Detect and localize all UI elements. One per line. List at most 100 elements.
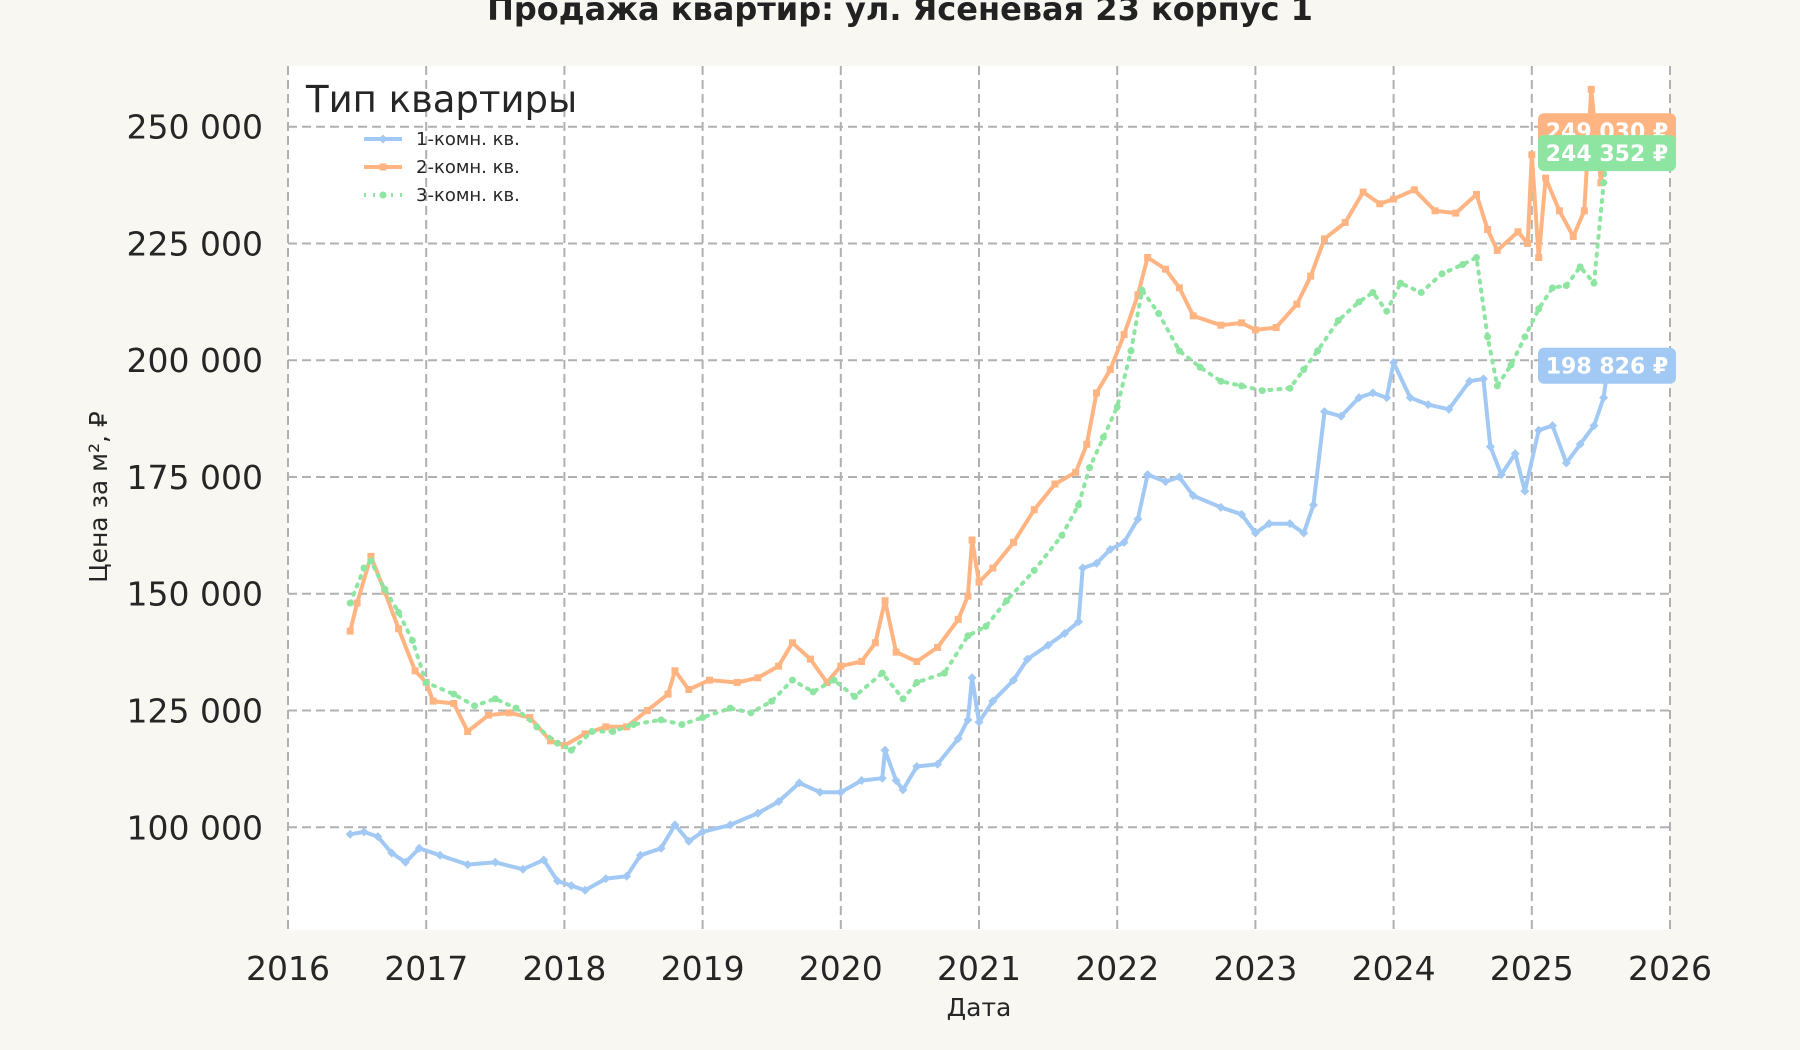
data-point xyxy=(360,564,368,572)
x-axis-label: Дата xyxy=(947,993,1012,1022)
end-label-text: 244 352 ₽ xyxy=(1546,142,1668,167)
data-point xyxy=(1099,433,1107,441)
data-point xyxy=(1599,393,1609,403)
data-point xyxy=(1314,347,1322,355)
data-point xyxy=(933,759,943,769)
data-point xyxy=(963,715,973,725)
data-point xyxy=(566,881,576,891)
data-point xyxy=(1493,246,1501,254)
data-point xyxy=(934,643,942,651)
data-point xyxy=(685,685,693,693)
data-point xyxy=(567,746,575,754)
data-point xyxy=(754,674,762,682)
data-point xyxy=(1383,307,1391,315)
data-point xyxy=(975,578,983,586)
data-point xyxy=(1051,480,1059,488)
data-point xyxy=(346,599,354,607)
y-tick-label: 250 000 xyxy=(127,108,263,147)
data-point xyxy=(609,728,617,736)
data-point xyxy=(1217,321,1225,329)
data-point xyxy=(395,625,403,633)
data-point xyxy=(964,632,972,640)
data-point xyxy=(1336,411,1346,421)
data-point xyxy=(635,850,645,860)
y-tick-label: 100 000 xyxy=(127,808,263,847)
data-point xyxy=(1238,382,1246,390)
data-point xyxy=(1320,407,1329,417)
data-point xyxy=(1075,501,1083,509)
data-point xyxy=(602,723,610,731)
x-tick-label: 2019 xyxy=(661,949,745,988)
data-point xyxy=(988,696,998,706)
data-point xyxy=(809,688,817,696)
data-point xyxy=(1569,232,1577,240)
data-point xyxy=(1510,449,1520,459)
data-point xyxy=(830,676,838,684)
data-point xyxy=(1524,239,1532,247)
data-point xyxy=(678,721,686,729)
x-tick-label: 2020 xyxy=(799,949,883,988)
data-point xyxy=(806,655,814,663)
data-point xyxy=(1307,272,1315,280)
data-point xyxy=(1484,333,1492,341)
data-point xyxy=(622,871,632,881)
y-tick-label: 150 000 xyxy=(127,575,263,614)
data-point xyxy=(533,723,541,731)
data-point xyxy=(1493,382,1501,390)
x-tick-label: 2022 xyxy=(1075,949,1159,988)
data-point xyxy=(1514,228,1522,236)
end-label-box xyxy=(1538,347,1676,384)
data-point xyxy=(1162,265,1170,273)
data-point xyxy=(671,667,679,675)
data-point xyxy=(1376,200,1384,208)
data-point xyxy=(1188,491,1198,501)
end-labels: 249 030 ₽244 352 ₽198 826 ₽ xyxy=(1538,113,1676,384)
data-point xyxy=(1355,298,1363,306)
data-point xyxy=(1359,188,1367,196)
data-point xyxy=(429,697,437,705)
data-point xyxy=(877,773,887,783)
data-point xyxy=(588,728,596,736)
data-point xyxy=(1496,470,1506,480)
data-point xyxy=(706,676,714,684)
data-point xyxy=(1293,300,1301,308)
data-point xyxy=(1438,270,1446,278)
data-point xyxy=(1587,85,1595,93)
data-point xyxy=(1548,421,1558,431)
data-point xyxy=(539,855,549,865)
data-point xyxy=(526,714,534,722)
data-point xyxy=(892,648,900,656)
data-point xyxy=(1189,312,1197,320)
data-point xyxy=(1334,317,1342,325)
legend-marker xyxy=(379,163,387,171)
data-point xyxy=(464,728,472,736)
data-point xyxy=(1431,207,1439,215)
data-point xyxy=(518,864,528,874)
data-point xyxy=(580,885,590,895)
data-point xyxy=(1174,472,1184,482)
data-point xyxy=(913,657,921,665)
x-tick-label: 2026 xyxy=(1628,949,1712,988)
data-point xyxy=(1452,209,1460,217)
data-point xyxy=(471,702,479,710)
data-point xyxy=(1321,235,1328,243)
data-point xyxy=(1417,289,1425,297)
series-1 xyxy=(345,358,1613,895)
data-point xyxy=(1143,470,1153,480)
data-point xyxy=(851,692,859,700)
data-point xyxy=(1478,374,1488,384)
data-point xyxy=(491,695,499,703)
data-point xyxy=(788,676,796,684)
data-point xyxy=(871,639,879,647)
data-point xyxy=(1542,174,1550,182)
y-tick-label: 225 000 xyxy=(127,224,263,263)
data-point xyxy=(1030,566,1038,574)
data-point xyxy=(733,678,741,686)
data-point xyxy=(1105,544,1115,554)
x-axis-ticks: 2016 2017 2018 2019 2020 2021 2022 2023 2024 2025… xyxy=(246,949,1712,988)
data-point xyxy=(1459,260,1467,268)
data-point xyxy=(1549,284,1557,292)
data-point xyxy=(367,552,375,560)
data-point xyxy=(794,778,804,788)
